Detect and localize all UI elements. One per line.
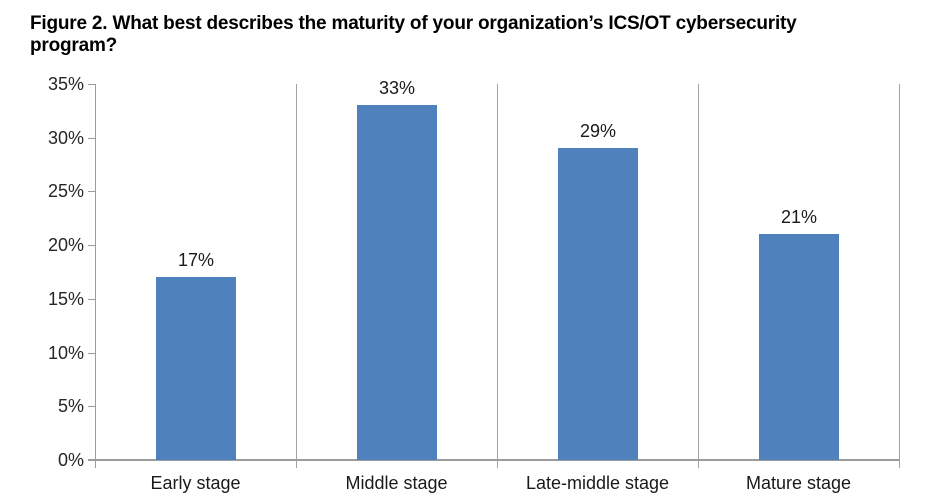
bar-value-label: 17% — [177, 250, 215, 270]
y-axis-tick-mark — [88, 245, 95, 246]
bar-early-stage — [156, 277, 236, 460]
bar-value-label: 29% — [579, 121, 617, 141]
bar-value-label: 21% — [780, 207, 818, 227]
y-axis-tick-mark — [88, 299, 95, 300]
x-axis-category-label: Middle stage — [345, 473, 448, 493]
y-axis-tick-label: 5% — [57, 396, 84, 417]
chart-title-line-2: program? — [30, 35, 118, 56]
y-axis-tick-label: 0% — [57, 450, 84, 470]
x-axis-line — [88, 459, 899, 461]
category-divider-line — [296, 84, 297, 468]
bar-middle-stage — [357, 105, 437, 460]
y-axis-tick-mark — [88, 84, 95, 85]
bar-late-middle-stage — [558, 148, 638, 460]
y-axis-tick-mark — [88, 138, 95, 139]
category-divider-line — [698, 84, 699, 468]
x-axis-category-label: Late-middle stage — [525, 473, 670, 493]
category-divider-line — [497, 84, 498, 468]
y-axis-line — [95, 84, 96, 468]
chart-title-line-1: Figure 2. What best describes the maturi… — [30, 13, 797, 34]
y-axis-tick-label: 25% — [47, 181, 84, 202]
y-axis-tick-mark — [88, 191, 95, 192]
chart-title: Figure 2. What best describes the maturi… — [30, 13, 916, 57]
x-axis-category-label: Early stage — [150, 473, 241, 493]
bar-value-label: 33% — [378, 78, 416, 98]
x-axis-category-label: Mature stage — [745, 473, 852, 493]
y-axis-tick-mark — [88, 353, 95, 354]
y-axis-tick-label: 10% — [47, 342, 84, 363]
category-divider-line — [899, 84, 900, 468]
y-axis-tick-mark — [88, 406, 95, 407]
y-axis-tick-label: 35% — [47, 74, 84, 94]
bar-mature-stage — [759, 234, 839, 460]
y-axis-tick-label: 15% — [47, 288, 84, 309]
y-axis-tick-label: 30% — [47, 127, 84, 148]
y-axis-tick-label: 20% — [47, 235, 84, 256]
